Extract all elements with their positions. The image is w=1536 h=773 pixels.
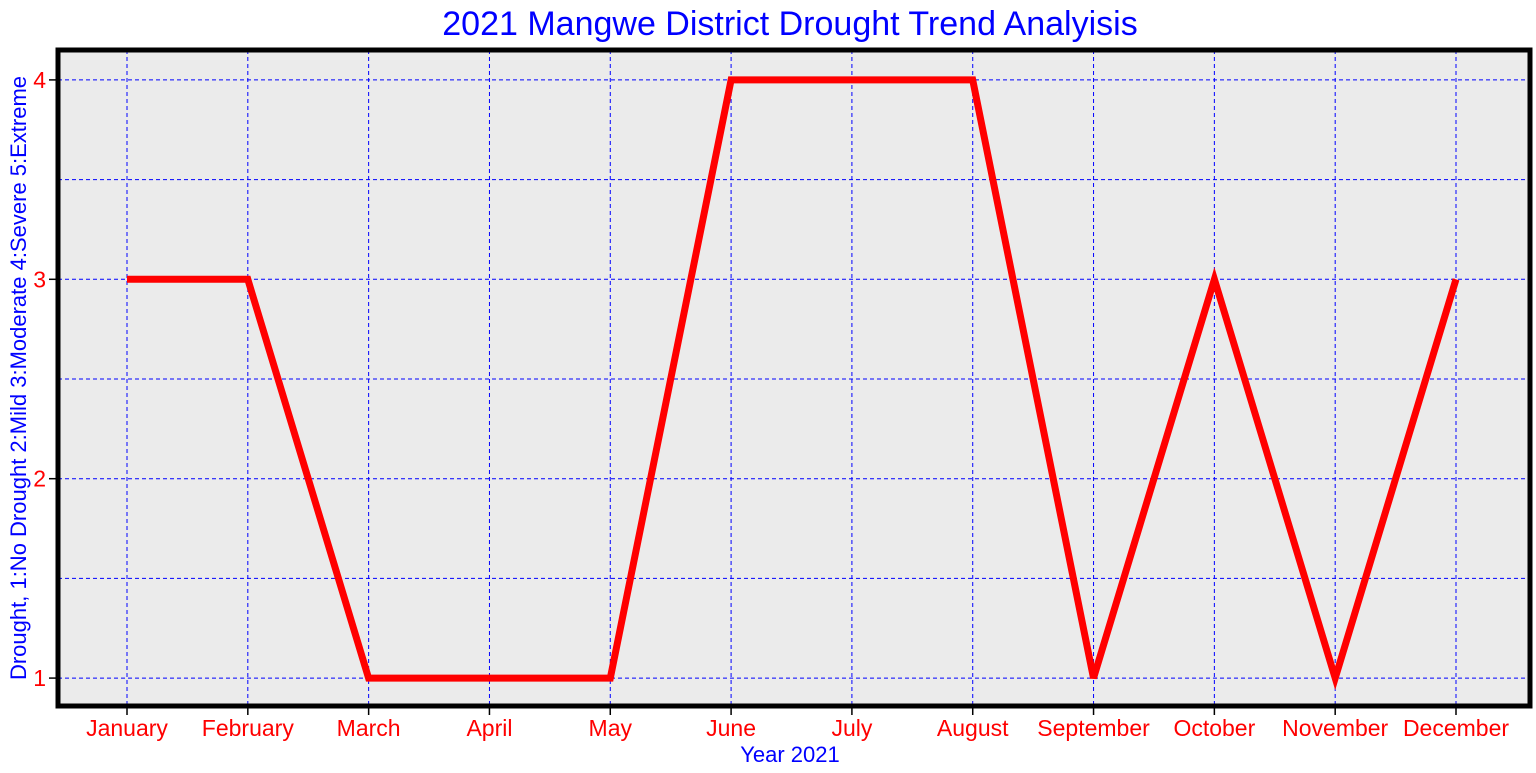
x-tick-label: November [1282, 715, 1388, 741]
x-tick-label: February [202, 715, 295, 741]
y-tick-label: 4 [33, 67, 46, 93]
y-tick-labels: 1 2 3 4 [33, 67, 46, 691]
axis-ticks [49, 79, 1457, 715]
x-axis-label: Year 2021 [740, 742, 840, 767]
x-tick-label: March [337, 715, 401, 741]
plot-frame [55, 47, 1533, 709]
x-tick-label: July [831, 715, 872, 741]
x-tick-labels: January February March April May June July Augu… [86, 715, 1509, 741]
series-layer [127, 76, 1460, 691]
y-tick-label: 3 [33, 266, 46, 292]
series-line [127, 76, 1460, 691]
x-tick-label: January [86, 715, 168, 741]
plot-area [58, 50, 1530, 706]
chart-title: 2021 Mangwe District Drought Trend Analy… [442, 5, 1137, 43]
x-tick-label: October [1173, 715, 1255, 741]
x-tick-label: April [466, 715, 512, 741]
y-tick-label: 2 [33, 466, 46, 492]
y-axis-label: Drought, 1:No Drought 2:Mild 3:Moderate … [6, 76, 31, 680]
x-tick-label: May [589, 715, 633, 741]
x-tick-label: August [937, 715, 1009, 741]
y-tick-label: 1 [33, 665, 46, 691]
x-tick-label: September [1037, 715, 1150, 741]
x-tick-label: December [1403, 715, 1509, 741]
x-tick-label: June [706, 715, 756, 741]
